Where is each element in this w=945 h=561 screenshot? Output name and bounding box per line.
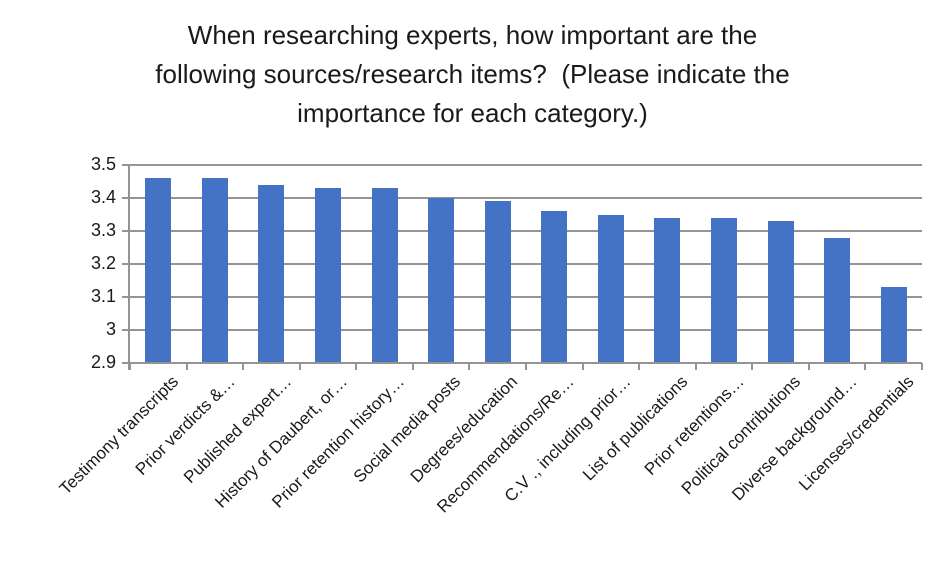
x-axis-tick [468, 363, 471, 370]
y-axis-tick-label: 3 [105, 319, 116, 339]
y-axis-line [128, 165, 130, 370]
y-axis-tick-label: 3.3 [90, 220, 116, 240]
x-axis-tick [411, 363, 414, 370]
bar [711, 217, 737, 363]
y-axis-tick-label: 3.1 [90, 286, 116, 306]
y-axis-tick [122, 296, 130, 298]
x-axis-tick [185, 363, 188, 370]
bar [541, 211, 568, 363]
y-axis-tick [122, 263, 130, 265]
gridline [130, 230, 922, 232]
y-axis-tick [122, 164, 130, 166]
gridline [130, 329, 922, 331]
bar [371, 188, 398, 363]
bar [201, 178, 228, 363]
x-axis-tick [864, 363, 867, 370]
chart-title-line: following sources/research items? (Pleas… [155, 59, 790, 89]
x-axis-tick [694, 363, 697, 370]
x-axis-category-label: Degrees/education [406, 372, 522, 487]
bar [258, 184, 285, 363]
gridline [130, 296, 922, 298]
bar [315, 188, 341, 363]
x-axis-tick [807, 363, 810, 370]
x-axis-tick [129, 363, 131, 370]
x-axis-tick [242, 363, 245, 370]
x-axis-tick [638, 363, 641, 370]
x-axis-tick [921, 363, 923, 370]
bar [145, 178, 172, 363]
bar [428, 198, 455, 363]
chart-title: When researching experts, how important … [0, 16, 945, 133]
bar [654, 217, 681, 363]
bar [597, 214, 624, 363]
x-axis-tick [525, 363, 527, 370]
y-axis-tick-label: 3.4 [90, 187, 116, 207]
x-axis-category-label: List of publications [578, 372, 691, 485]
bar [767, 221, 794, 363]
x-axis-category-label: Social media posts [350, 372, 465, 487]
y-axis-tick [122, 197, 130, 199]
x-axis-tick [581, 363, 584, 370]
y-axis-tick [122, 329, 130, 331]
x-axis-tick [751, 363, 754, 370]
bar [484, 201, 511, 363]
x-axis-category-label: Prior retentions… [640, 372, 748, 479]
x-axis-tick [355, 363, 358, 370]
x-axis-tick [298, 363, 301, 370]
chart-title-line: importance for each category.) [297, 98, 648, 128]
gridline [130, 197, 922, 199]
chart-title-line: When researching experts, how important … [187, 20, 758, 50]
gridline [130, 164, 922, 166]
bar [824, 237, 851, 363]
bar [880, 287, 907, 363]
x-axis-category-label: Prior verdicts &… [131, 372, 239, 479]
y-axis-tick-label: 2.9 [90, 352, 116, 372]
y-axis-tick-label: 3.2 [90, 253, 116, 273]
y-axis-tick [122, 230, 130, 232]
gridline [130, 263, 922, 265]
y-axis-tick [122, 362, 130, 364]
y-axis-tick-label: 3.5 [90, 154, 116, 174]
